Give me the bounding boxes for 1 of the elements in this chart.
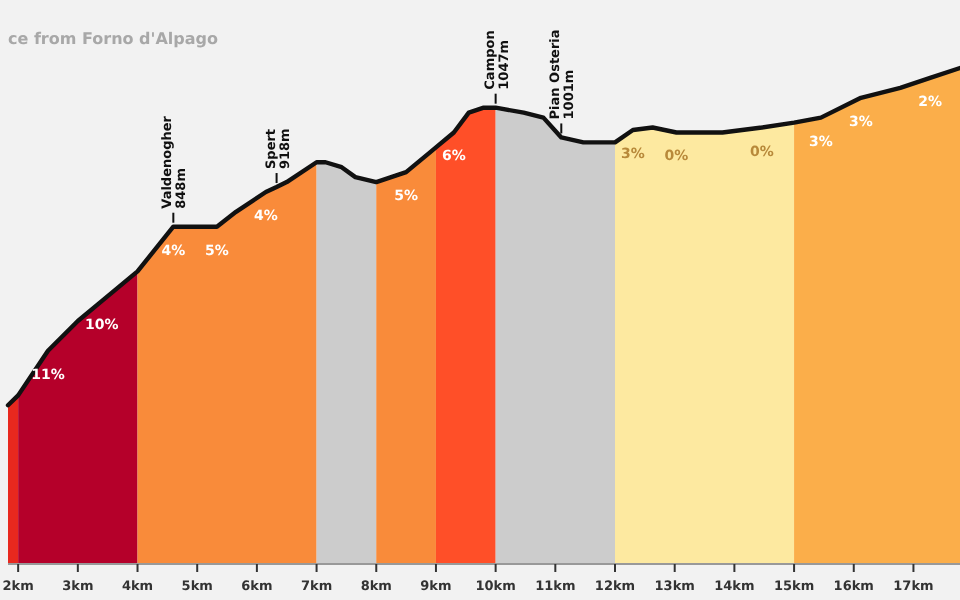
chart-title: ce from Forno d'Alpago xyxy=(8,30,220,48)
